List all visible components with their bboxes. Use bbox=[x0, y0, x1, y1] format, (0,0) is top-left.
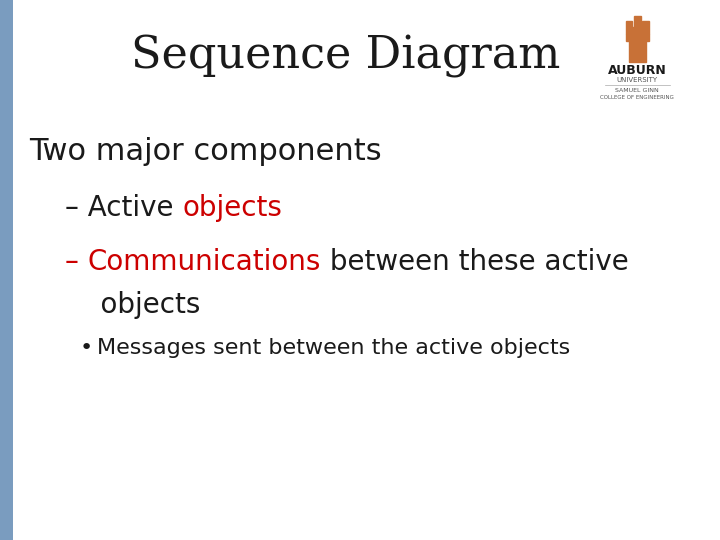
Bar bbox=[626, 34, 649, 40]
Text: Messages sent between the active objects: Messages sent between the active objects bbox=[97, 338, 570, 359]
Text: objects: objects bbox=[182, 194, 282, 222]
Bar bbox=[629, 27, 646, 62]
Text: between these active: between these active bbox=[321, 248, 629, 276]
Text: –: – bbox=[65, 248, 88, 276]
Bar bbox=[642, 21, 649, 34]
Text: – Active: – Active bbox=[65, 194, 182, 222]
Bar bbox=[634, 16, 641, 34]
Text: SAMUEL GINN: SAMUEL GINN bbox=[616, 88, 659, 93]
FancyBboxPatch shape bbox=[0, 0, 13, 540]
Text: Sequence Diagram: Sequence Diagram bbox=[131, 35, 560, 78]
Text: Two major components: Two major components bbox=[29, 137, 382, 166]
Text: •: • bbox=[79, 338, 92, 359]
Text: UNIVERSITY: UNIVERSITY bbox=[616, 77, 658, 83]
Bar bbox=[626, 21, 632, 34]
Text: AUBURN: AUBURN bbox=[608, 64, 667, 77]
Text: COLLEGE OF ENGINEERING: COLLEGE OF ENGINEERING bbox=[600, 94, 674, 100]
Text: Communications: Communications bbox=[88, 248, 321, 276]
Text: objects: objects bbox=[65, 291, 200, 319]
